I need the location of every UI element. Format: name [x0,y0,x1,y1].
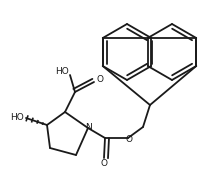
Text: O: O [125,136,132,144]
Text: HO: HO [10,114,24,123]
Text: O: O [97,76,103,84]
Text: O: O [100,159,108,167]
Text: N: N [86,124,92,132]
Text: HO: HO [55,67,69,77]
